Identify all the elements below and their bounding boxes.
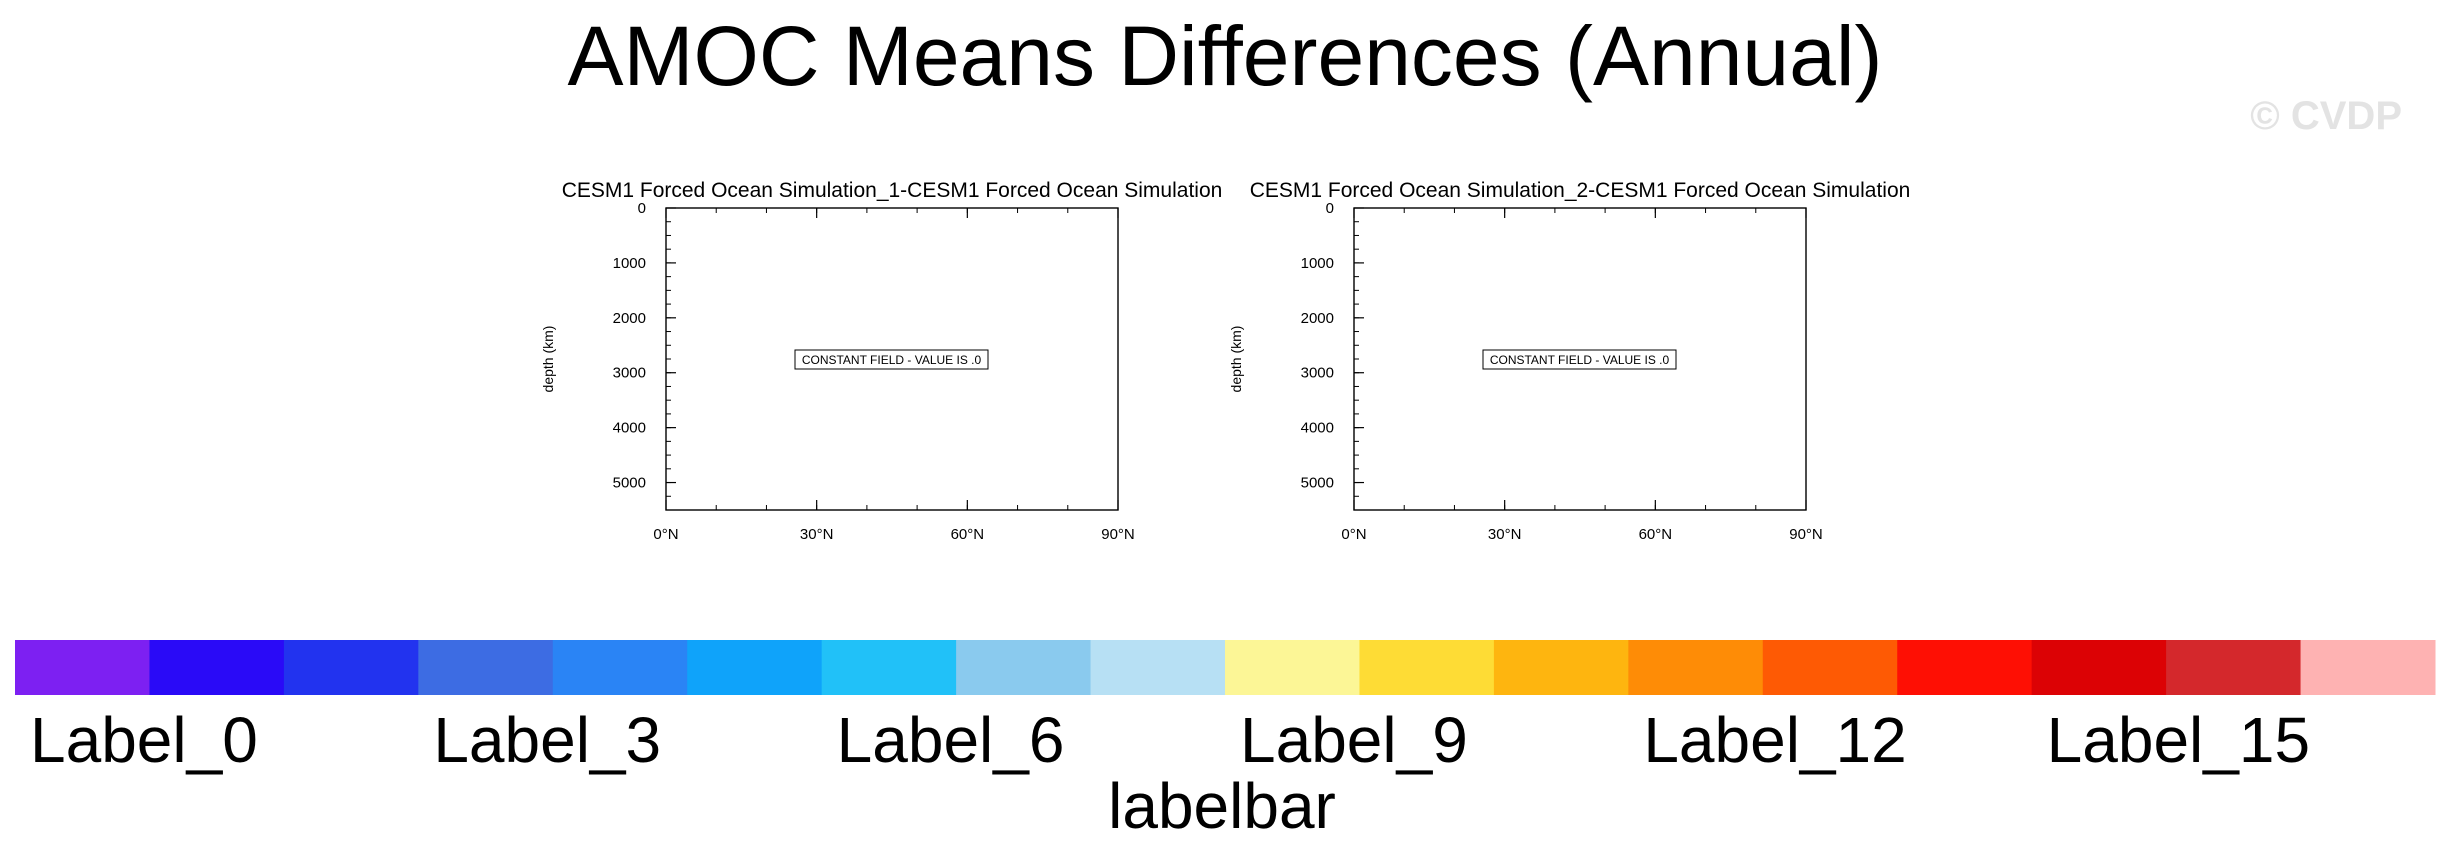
y-tick-label: 5000 [1301, 475, 1334, 492]
page-title: AMOC Means Differences (Annual) [567, 9, 1883, 103]
labelbar-label: Label_9 [1240, 704, 1468, 776]
y-tick-label: 0 [1326, 200, 1334, 217]
panel-title: CESM1 Forced Ocean Simulation_1-CESM1 Fo… [562, 179, 1223, 202]
y-tick-label: 4000 [613, 420, 646, 437]
labelbar-swatch [1493, 640, 1629, 695]
constant-field-label: CONSTANT FIELD - VALUE IS .0 [802, 353, 982, 367]
y-tick-label: 4000 [1301, 420, 1334, 437]
panel-title: CESM1 Forced Ocean Simulation_2-CESM1 Fo… [1250, 179, 1911, 202]
labelbar-label: Label_0 [30, 704, 258, 776]
y-tick-label: 2000 [613, 310, 646, 327]
panel-2: CESM1 Forced Ocean Simulation_2-CESM1 Fo… [1228, 179, 1910, 543]
labelbar-swatch [418, 640, 554, 695]
labelbar-swatch [821, 640, 957, 695]
labelbar-swatch [1762, 640, 1898, 695]
labelbar-swatch [687, 640, 823, 695]
labelbar-swatch [1359, 640, 1495, 695]
labelbar: Label_0 Label_3 Label_6 Label_9 Label_12 Labe… [15, 640, 2436, 842]
labelbar-swatch [2300, 640, 2436, 695]
labelbar-label: Label_6 [837, 704, 1065, 776]
y-tick-label: 2000 [1301, 310, 1334, 327]
panel-1: CESM1 Forced Ocean Simulation_1-CESM1 Fo… [540, 179, 1222, 543]
labelbar-swatch [1225, 640, 1360, 695]
x-tick-label: 90°N [1101, 526, 1135, 543]
x-tick-label: 30°N [1488, 526, 1522, 543]
panels: CESM1 Forced Ocean Simulation_1-CESM1 Fo… [540, 179, 1910, 543]
labelbar-swatch [2166, 640, 2302, 695]
x-tick-label: 60°N [1639, 526, 1673, 543]
y-tick-label: 1000 [613, 255, 646, 272]
constant-field-box [794, 349, 989, 370]
labelbar-title: labelbar [1108, 770, 1336, 842]
x-tick-label: 0°N [653, 526, 678, 543]
y-axis-label: depth (km) [540, 326, 556, 393]
labelbar-swatch [1090, 640, 1226, 695]
labelbar-swatch [15, 640, 150, 695]
constant-field-box [1482, 349, 1677, 370]
constant-field-label: CONSTANT FIELD - VALUE IS .0 [1490, 353, 1670, 367]
labelbar-swatch [1897, 640, 2033, 695]
labelbar-swatch [149, 640, 285, 695]
x-tick-label: 90°N [1789, 526, 1823, 543]
cvdp-watermark: © CVDP [2250, 94, 2402, 138]
labelbar-swatch [1628, 640, 1764, 695]
y-tick-label: 3000 [1301, 365, 1334, 382]
labelbar-label: Label_3 [433, 704, 661, 776]
labelbar-swatch [552, 640, 688, 695]
y-tick-label: 5000 [613, 475, 646, 492]
labelbar-swatch [2031, 640, 2167, 695]
labelbar-label: Label_15 [2047, 704, 2310, 776]
y-tick-label: 0 [638, 200, 646, 217]
labelbar-label: Label_12 [1643, 704, 1906, 776]
labelbar-swatch [283, 640, 419, 695]
y-tick-label: 3000 [613, 365, 646, 382]
x-tick-label: 0°N [1341, 526, 1366, 543]
x-tick-label: 30°N [800, 526, 834, 543]
labelbar-swatch [956, 640, 1092, 695]
x-tick-label: 60°N [951, 526, 985, 543]
y-tick-label: 1000 [1301, 255, 1334, 272]
y-axis-label: depth (km) [1228, 326, 1244, 393]
